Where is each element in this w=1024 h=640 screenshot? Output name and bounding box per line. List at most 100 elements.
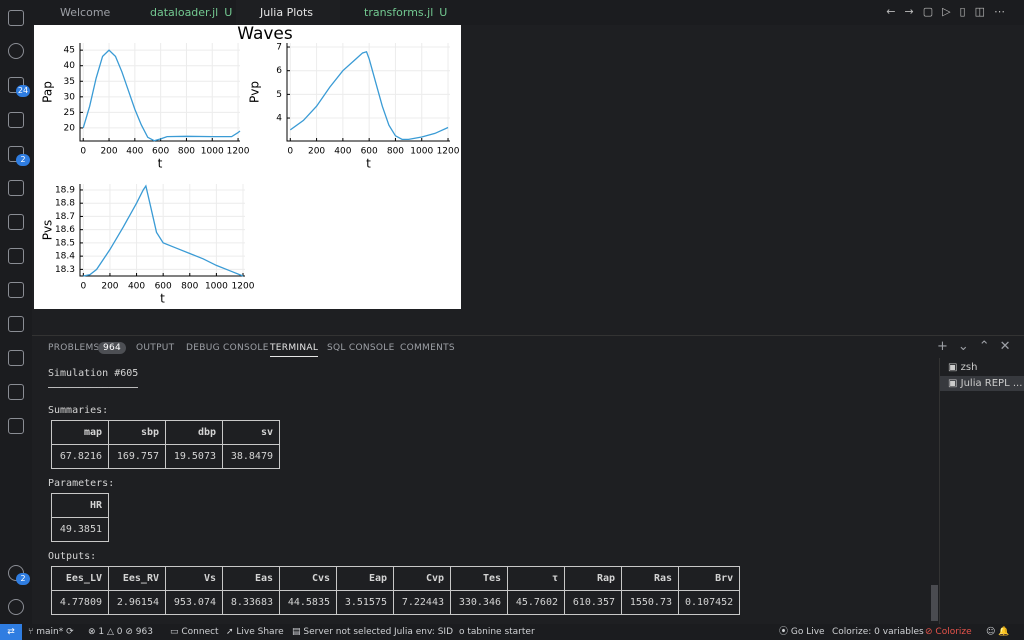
branch[interactable]: ⑂ main* ⟳ xyxy=(28,627,74,637)
column-header: HR xyxy=(51,493,109,518)
table-header: map sbp dbp sv xyxy=(51,420,280,445)
x-tick-label: 400 xyxy=(334,147,351,157)
column-header: Ees_LV xyxy=(51,566,109,591)
column-header: Eap xyxy=(336,566,394,591)
tab[interactable]: dataloader.jl U xyxy=(126,0,236,25)
y-axis-label: Pap xyxy=(41,81,55,103)
y-tick-label: 7 xyxy=(276,43,282,53)
plot-image: Waves 0 200 400 600 800 1000 1200202530354045t… xyxy=(34,25,461,309)
database-icon[interactable] xyxy=(8,282,24,298)
status-bar: ⇄ ⑂ main* ⟳ ⊗ 1 △ 0 ⊘ 963 ▭ Connect ➚ Li… xyxy=(0,624,1024,640)
table-cell: 45.7602 xyxy=(507,590,565,615)
table-cell: 169.757 xyxy=(108,444,166,469)
panel-tab[interactable]: OUTPUT xyxy=(136,343,175,353)
status-item[interactable]: ⊘ Colorize xyxy=(925,627,972,637)
panel-tab[interactable]: PROBLEMS xyxy=(48,343,100,353)
panel-tab[interactable]: COMMENTS xyxy=(400,343,455,353)
badge: 24 xyxy=(16,85,30,97)
terminal-item[interactable]: ▣ Julia REPL ... xyxy=(940,376,1024,391)
tab[interactable]: Julia Plots (5/5) ✕ xyxy=(236,0,340,44)
status-item[interactable]: ▭ Connect xyxy=(170,627,219,637)
x-tick-label: 1000 xyxy=(205,282,228,292)
y-tick-label: 5 xyxy=(276,90,282,100)
settings-icon[interactable] xyxy=(8,599,24,615)
x-axis-label: t xyxy=(366,157,371,171)
panel-tab[interactable]: DEBUG CONSOLE xyxy=(186,343,269,353)
y-tick-label: 25 xyxy=(64,108,75,118)
y-axis-label: Pvs xyxy=(41,220,55,241)
terminal-item[interactable]: ▣ zsh xyxy=(948,362,978,373)
panel-border xyxy=(32,335,1024,336)
terminal-line: Parameters: xyxy=(48,478,115,489)
status-text: Colorize xyxy=(935,627,972,637)
python-icon[interactable] xyxy=(8,418,24,434)
status-item[interactable]: ▤ Server not selected xyxy=(292,627,392,637)
scrollbar[interactable] xyxy=(931,585,938,621)
panel-tab[interactable]: SQL CONSOLE xyxy=(327,343,395,353)
pr-count: 963 xyxy=(135,627,153,637)
graph-icon[interactable] xyxy=(8,316,24,332)
y-tick-label: 4 xyxy=(276,114,282,124)
y-tick-label: 30 xyxy=(64,92,76,102)
y-tick-label: 18.6 xyxy=(55,225,75,235)
table-cell: 44.5835 xyxy=(279,590,337,615)
y-tick-label: 20 xyxy=(64,123,76,133)
column-header: map xyxy=(51,420,109,445)
table-row: 49.3851 xyxy=(51,517,109,542)
terminal-name: zsh xyxy=(960,362,978,373)
column-header: τ xyxy=(507,566,565,591)
status-item[interactable]: ➚ Live Share xyxy=(226,627,284,637)
status-item[interactable]: Julia env: SID xyxy=(394,627,454,637)
column-header: Eas xyxy=(222,566,280,591)
explorer-icon[interactable] xyxy=(8,10,24,26)
table-cell: 3.51575 xyxy=(336,590,394,615)
x-tick-label: 200 xyxy=(308,147,325,157)
x-tick-label: 600 xyxy=(155,282,172,292)
status-text: tabnine starter xyxy=(467,627,535,637)
table-cell: 4.77809 xyxy=(51,590,109,615)
status-icons[interactable]: ☺ 🔔 xyxy=(986,627,1010,637)
search-icon[interactable] xyxy=(8,43,24,59)
remote-icon[interactable] xyxy=(8,180,24,196)
share-icon[interactable] xyxy=(8,384,24,400)
x-tick-label: 1200 xyxy=(232,282,255,292)
table-cell: 330.346 xyxy=(450,590,508,615)
panel-tab[interactable]: TERMINAL xyxy=(270,343,319,357)
activity-bar: 24 2 2 xyxy=(0,0,32,624)
test-icon[interactable] xyxy=(8,214,24,230)
x-tick-label: 0 xyxy=(287,147,293,157)
x-axis-label: t xyxy=(160,292,165,306)
x-axis-label: t xyxy=(158,157,163,171)
status-item[interactable]: o tabnine starter xyxy=(459,627,535,637)
x-tick-label: 800 xyxy=(387,147,404,157)
result-table: HR 49.3851 xyxy=(51,493,109,542)
docker-icon[interactable] xyxy=(8,350,24,366)
x-tick-label: 1200 xyxy=(437,147,460,157)
julia-icon[interactable] xyxy=(8,248,24,264)
tab[interactable]: Welcome xyxy=(36,0,126,25)
result-table: map sbp dbp sv 67.8216 169.757 19.5073 38.8479 xyxy=(51,420,280,469)
column-header: dbp xyxy=(165,420,223,445)
table-cell: 67.8216 xyxy=(51,444,109,469)
x-tick-label: 400 xyxy=(126,147,143,157)
status-item[interactable]: Colorize: 0 variables xyxy=(832,627,924,637)
column-header: Ees_RV xyxy=(108,566,166,591)
status-text: Connect xyxy=(181,627,219,637)
debug-icon[interactable] xyxy=(8,112,24,128)
terminal-line: Summaries: xyxy=(48,405,109,416)
x-tick-label: 800 xyxy=(181,282,198,292)
problems[interactable]: ⊗ 1 △ 0 ⊘ 963 xyxy=(88,627,153,637)
table-cell: 0.107452 xyxy=(677,590,741,615)
table-header: HR xyxy=(51,493,109,518)
y-tick-label: 6 xyxy=(276,66,282,76)
x-tick-label: 0 xyxy=(80,147,86,157)
tab[interactable]: transforms.jl U xyxy=(340,0,450,25)
panel-actions[interactable]: +⌄⌃✕ xyxy=(937,339,1021,354)
column-header: Brv xyxy=(677,566,741,591)
data-line xyxy=(83,184,244,277)
editor-actions[interactable]: ←→▢▷▯◫⋯ xyxy=(886,5,1014,18)
remote-button[interactable]: ⇄ xyxy=(0,624,22,640)
badge: 2 xyxy=(16,573,30,585)
status-item[interactable]: ⦿ Go Live xyxy=(779,627,825,637)
